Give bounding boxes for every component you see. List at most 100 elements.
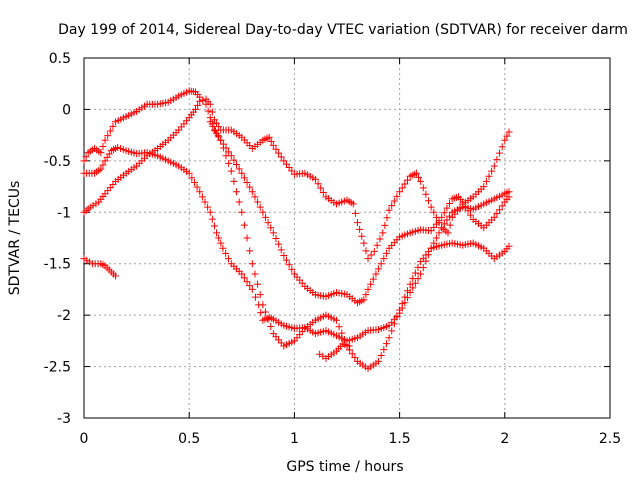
data-point (390, 197, 398, 205)
data-point (256, 203, 264, 211)
data-point (480, 183, 488, 191)
data-point (185, 169, 193, 177)
data-point (214, 132, 222, 140)
data-point (206, 100, 214, 108)
data-point (403, 287, 411, 295)
data-point (432, 213, 440, 221)
data-point (375, 357, 383, 365)
data-point (238, 270, 246, 278)
data-point (109, 122, 117, 130)
plot-frame (83, 57, 611, 419)
data-point (261, 213, 269, 221)
data-point (269, 141, 277, 149)
data-point (385, 206, 393, 214)
y-axis-label: SDTVAR / TECUs (7, 181, 23, 296)
data-point (419, 184, 427, 192)
data-point (385, 334, 393, 342)
data-point (388, 202, 396, 210)
data-point (340, 336, 348, 344)
data-point (277, 153, 285, 161)
data-point (311, 175, 319, 183)
data-point (204, 107, 212, 115)
data-point (238, 208, 246, 216)
data-point (406, 280, 414, 288)
data-point (248, 285, 256, 293)
data-point (440, 220, 448, 228)
data-point (503, 132, 511, 140)
data-point (501, 136, 509, 144)
data-point (243, 278, 251, 286)
series-track-1 (80, 87, 513, 307)
data-point (219, 144, 227, 152)
data-point (505, 188, 513, 196)
data-point (443, 216, 451, 224)
data-point (212, 127, 219, 135)
x-tick-label: 2 (500, 431, 509, 447)
data-point (206, 118, 214, 126)
data-point (227, 167, 235, 175)
data-point (251, 270, 259, 278)
data-point (283, 256, 291, 264)
data-point (349, 200, 357, 208)
data-point (382, 249, 390, 257)
data-points (80, 87, 513, 373)
data-point (443, 204, 451, 212)
data-point (206, 208, 214, 216)
data-point (401, 180, 409, 188)
data-point (259, 301, 267, 309)
data-point (104, 132, 112, 140)
data-point (240, 274, 248, 282)
data-point (396, 188, 404, 196)
data-point (505, 242, 513, 250)
data-point (204, 203, 212, 211)
data-point (251, 193, 259, 201)
data-point (198, 193, 206, 201)
data-point (257, 309, 265, 317)
data-point (246, 183, 254, 191)
data-point (267, 137, 275, 145)
data-point (446, 221, 454, 229)
series-track-3 (80, 95, 513, 263)
data-point (280, 251, 288, 259)
data-point (99, 161, 107, 169)
data-point (190, 178, 198, 186)
data-point (230, 177, 238, 185)
data-point (490, 162, 498, 170)
data-point (367, 251, 375, 259)
data-point (215, 234, 223, 242)
tick-marks (83, 57, 611, 419)
data-point (498, 143, 506, 151)
data-point (496, 149, 504, 157)
data-point (411, 279, 419, 287)
data-point (496, 206, 504, 214)
y-tick-label: -2.5 (44, 360, 71, 376)
data-point (112, 272, 120, 280)
data-point (345, 342, 353, 350)
data-point (348, 350, 356, 358)
data-point (367, 280, 375, 288)
data-point (219, 244, 227, 252)
data-point (225, 148, 233, 156)
x-tick-label: 0 (80, 431, 89, 447)
data-point (210, 222, 218, 230)
data-point (485, 172, 493, 180)
grid-lines (84, 58, 610, 418)
data-point (222, 152, 230, 160)
data-point (338, 329, 346, 337)
data-point (425, 197, 433, 205)
data-point (373, 241, 381, 249)
data-point (370, 247, 378, 255)
data-point (393, 313, 401, 321)
data-point (490, 213, 498, 221)
data-point (97, 149, 105, 157)
y-tick-label: -1.5 (44, 257, 71, 273)
data-point (246, 247, 254, 255)
data-point (351, 209, 359, 217)
data-point (82, 153, 90, 161)
data-point (396, 306, 404, 314)
data-point (354, 219, 362, 227)
data-point (376, 235, 384, 243)
data-point (362, 247, 370, 255)
data-point (208, 108, 216, 116)
